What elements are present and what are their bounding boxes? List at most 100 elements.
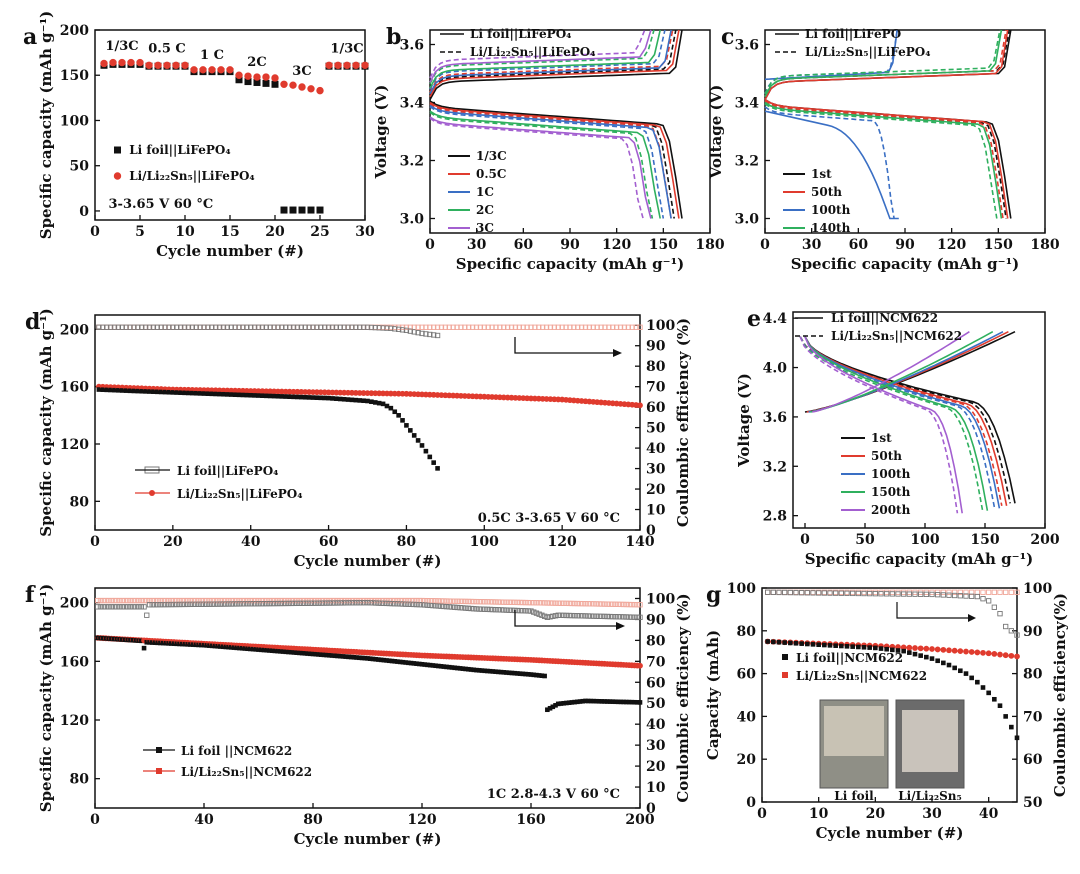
charge-curve-c-green xyxy=(764,29,1003,98)
ce-point-f-foil xyxy=(220,601,226,607)
ce-point-g-foil xyxy=(821,590,827,596)
ce-point-f-foil xyxy=(285,600,292,607)
x-tick-label-d: 140 xyxy=(625,534,654,550)
y2-tick-label-d: 30 xyxy=(646,462,666,478)
capacity-point-f-foil xyxy=(384,658,389,663)
capacity-point-d-foil xyxy=(170,390,176,395)
capacity-point-g-alloy xyxy=(1008,652,1015,659)
x-tick-label-f: 160 xyxy=(516,812,545,828)
x-tick-label-d: 80 xyxy=(397,534,417,550)
capacity-point-g-foil xyxy=(805,641,810,647)
ce-point-f-foil xyxy=(580,613,586,619)
ce-point-g-alloy xyxy=(878,589,884,595)
capacity-point-f-foil xyxy=(365,656,370,661)
ce-point-f-alloy xyxy=(264,597,270,604)
ce-point-f-foil xyxy=(501,607,507,613)
capacity-point-g-foil xyxy=(844,644,850,649)
y2-tick-label-f: 100 xyxy=(646,591,675,607)
capacity-point-f-foil xyxy=(275,648,280,654)
ce-point-d-alloy xyxy=(633,324,639,330)
capacity-point-g-alloy xyxy=(929,646,935,652)
capacity-point-f-foil xyxy=(588,698,594,704)
legend-cycle-c: 1st xyxy=(811,167,832,181)
ce-point-f-alloy xyxy=(482,599,488,605)
legend-cycle-c: 50th xyxy=(811,185,842,199)
x-tick-label-a: 10 xyxy=(175,224,195,240)
ce-point-f-foil xyxy=(212,601,218,607)
ce-point-f-alloy xyxy=(623,601,630,608)
ce-point-d-foil xyxy=(193,324,199,330)
x-axis-label-a: Cycle number (#) xyxy=(156,242,304,260)
capacity-point-f-foil xyxy=(605,699,610,704)
ce-point-d-foil xyxy=(158,324,164,330)
axes-frame-e xyxy=(792,311,1046,529)
capacity-point-d-foil xyxy=(158,389,164,395)
capacity-point-g-foil xyxy=(975,679,980,685)
capacity-point-d-foil xyxy=(209,391,215,397)
discharge-curve-b-red xyxy=(429,101,680,219)
ce-point-f-alloy xyxy=(130,597,136,604)
capacity-point-g-foil xyxy=(918,653,923,658)
capacity-point-d-foil xyxy=(306,395,312,400)
ce-point-f-foil xyxy=(506,607,512,613)
capacity-point-d-foil xyxy=(263,393,269,399)
data-point-a-black xyxy=(316,206,324,214)
capacity-point-f-foil xyxy=(226,644,231,650)
capacity-point-d-foil xyxy=(139,388,145,394)
ce-point-f-alloy xyxy=(103,597,109,604)
y-tick-label-b: 3.0 xyxy=(400,212,425,228)
ce-point-g-foil xyxy=(793,589,799,596)
y-tick-label-d: 160 xyxy=(60,380,89,396)
discharge-curve-e-blue xyxy=(804,336,1001,509)
ce-point-d-alloy xyxy=(571,324,577,330)
capacity-point-d-foil xyxy=(357,398,363,403)
ce-point-f-foil xyxy=(566,612,572,619)
y-axis-label-g: Capacity (mAh) xyxy=(704,630,722,760)
capacity-point-f-foil xyxy=(370,656,376,662)
ce-point-f-alloy xyxy=(539,600,545,606)
ce-point-d-foil xyxy=(310,324,316,330)
ce-point-f-foil xyxy=(381,600,387,606)
data-point-a-red xyxy=(289,81,297,89)
ce-point-f-alloy xyxy=(408,597,414,604)
ce-point-g-alloy xyxy=(776,589,782,595)
photo-li-foil-sheet xyxy=(824,706,884,756)
ce-point-f-alloy xyxy=(569,600,575,607)
data-point-a-red xyxy=(280,80,288,88)
ce-point-f-foil xyxy=(174,601,180,608)
ce-point-f-foil xyxy=(454,604,461,611)
ce-point-f-foil xyxy=(266,600,273,607)
x-tick-label-d: 120 xyxy=(548,534,577,550)
capacity-point-f-foil xyxy=(207,643,212,648)
capacity-point-f-foil xyxy=(430,663,436,668)
capacity-point-d-foil xyxy=(225,392,230,397)
capacity-point-f-foil xyxy=(583,698,588,704)
capacity-point-f-foil xyxy=(528,672,534,677)
ce-point-f-alloy xyxy=(528,600,534,606)
discharge-curve-c-green xyxy=(764,101,1003,219)
x-tick-label-b: 90 xyxy=(560,237,580,253)
ce-point-d-foil xyxy=(286,324,293,330)
ce-point-f-foil xyxy=(424,602,431,608)
capacity-point-f-foil xyxy=(515,671,520,676)
capacity-point-g-alloy xyxy=(940,646,947,653)
ce-point-f-foil xyxy=(389,600,395,607)
capacity-point-d-foil xyxy=(415,438,421,443)
ce-point-d-foil xyxy=(107,324,114,330)
ce-point-d-foil xyxy=(360,324,367,330)
y-tick-label-g: 40 xyxy=(737,709,757,725)
capacity-point-d-foil xyxy=(299,394,304,400)
ce-point-d-foil xyxy=(364,324,371,330)
ce-point-f-alloy xyxy=(190,597,196,604)
ce-point-f-alloy xyxy=(119,597,125,604)
capacity-point-f-foil xyxy=(493,669,498,674)
legend-marker-g-alloy xyxy=(782,672,788,678)
capacity-point-d-foil xyxy=(345,397,351,402)
ce-point-d-foil xyxy=(142,324,149,330)
ce-point-f-foil xyxy=(550,613,556,619)
ce-point-f-alloy xyxy=(179,597,185,604)
capacity-point-f-foil xyxy=(389,658,395,664)
capacity-point-d-foil xyxy=(423,448,429,454)
capacity-point-g-foil xyxy=(782,640,787,645)
capacity-point-g-foil xyxy=(986,690,991,696)
